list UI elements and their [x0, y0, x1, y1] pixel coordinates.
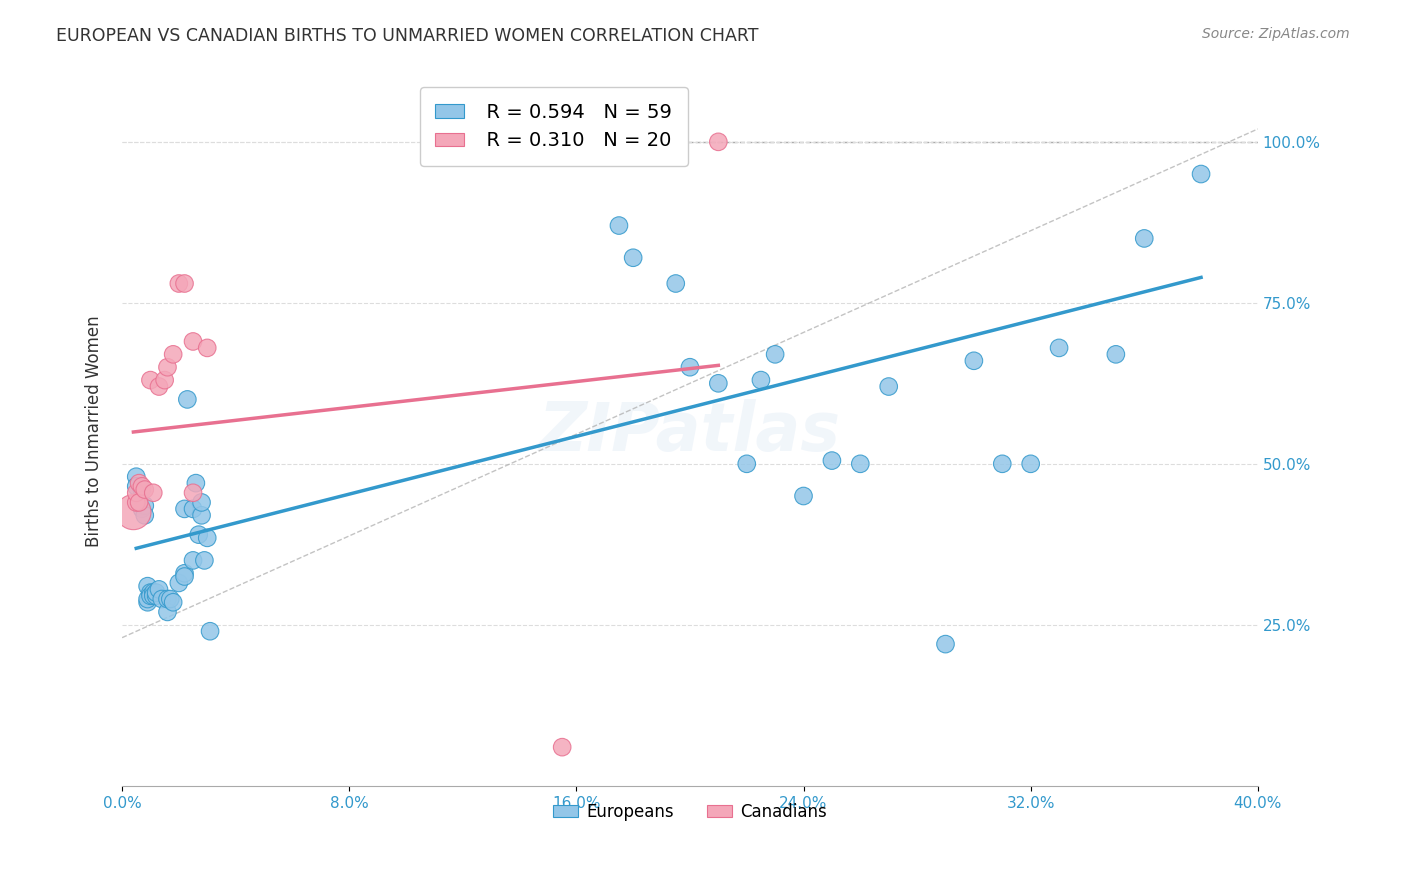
Point: [142, 485, 165, 500]
Point: [128, 495, 150, 509]
Point: [156, 592, 179, 607]
Point: [139, 585, 162, 599]
Point: [749, 373, 772, 387]
Point: [551, 740, 574, 755]
Point: [763, 347, 786, 361]
Legend: Europeans, Canadians: Europeans, Canadians: [540, 789, 841, 834]
Point: [198, 624, 221, 639]
Point: [707, 376, 730, 391]
Point: [181, 502, 204, 516]
Point: [134, 499, 156, 513]
Point: [627, 135, 650, 149]
Point: [136, 595, 159, 609]
Point: [131, 502, 153, 516]
Point: [131, 479, 153, 493]
Point: [125, 479, 148, 493]
Point: [735, 457, 758, 471]
Point: [136, 579, 159, 593]
Point: [1105, 347, 1128, 361]
Point: [139, 373, 162, 387]
Point: [181, 485, 204, 500]
Point: [181, 334, 204, 349]
Point: [145, 585, 167, 599]
Point: [134, 483, 156, 497]
Point: [173, 566, 195, 581]
Y-axis label: Births to Unmarried Women: Births to Unmarried Women: [86, 316, 103, 548]
Point: [162, 347, 184, 361]
Point: [150, 592, 173, 607]
Point: [125, 495, 148, 509]
Point: [148, 379, 170, 393]
Point: [193, 553, 215, 567]
Point: [156, 360, 179, 375]
Text: ZIPatlas: ZIPatlas: [538, 399, 841, 465]
Point: [651, 135, 673, 149]
Point: [148, 582, 170, 597]
Point: [195, 531, 218, 545]
Point: [153, 373, 176, 387]
Point: [142, 585, 165, 599]
Point: [607, 219, 630, 233]
Point: [139, 589, 162, 603]
Point: [187, 527, 209, 541]
Point: [190, 495, 212, 509]
Point: [707, 135, 730, 149]
Point: [679, 360, 702, 375]
Point: [128, 495, 150, 509]
Point: [173, 502, 195, 516]
Point: [173, 569, 195, 583]
Point: [1189, 167, 1212, 181]
Point: [190, 508, 212, 523]
Point: [195, 341, 218, 355]
Point: [636, 135, 658, 149]
Point: [665, 277, 688, 291]
Text: EUROPEAN VS CANADIAN BIRTHS TO UNMARRIED WOMEN CORRELATION CHART: EUROPEAN VS CANADIAN BIRTHS TO UNMARRIED…: [56, 27, 759, 45]
Point: [1019, 457, 1042, 471]
Point: [125, 485, 148, 500]
Point: [991, 457, 1014, 471]
Point: [1047, 341, 1070, 355]
Point: [122, 505, 145, 519]
Point: [136, 592, 159, 607]
Point: [134, 508, 156, 523]
Text: Source: ZipAtlas.com: Source: ZipAtlas.com: [1202, 27, 1350, 41]
Point: [821, 453, 844, 467]
Point: [128, 476, 150, 491]
Point: [877, 379, 900, 393]
Point: [621, 251, 644, 265]
Point: [145, 589, 167, 603]
Point: [1133, 231, 1156, 245]
Point: [131, 483, 153, 497]
Point: [167, 277, 190, 291]
Point: [792, 489, 814, 503]
Point: [934, 637, 956, 651]
Point: [167, 576, 190, 591]
Point: [125, 469, 148, 483]
Point: [963, 353, 986, 368]
Point: [159, 592, 181, 607]
Point: [849, 457, 872, 471]
Point: [176, 392, 198, 407]
Point: [184, 476, 207, 491]
Point: [181, 553, 204, 567]
Point: [156, 605, 179, 619]
Point: [162, 595, 184, 609]
Point: [173, 277, 195, 291]
Point: [142, 589, 165, 603]
